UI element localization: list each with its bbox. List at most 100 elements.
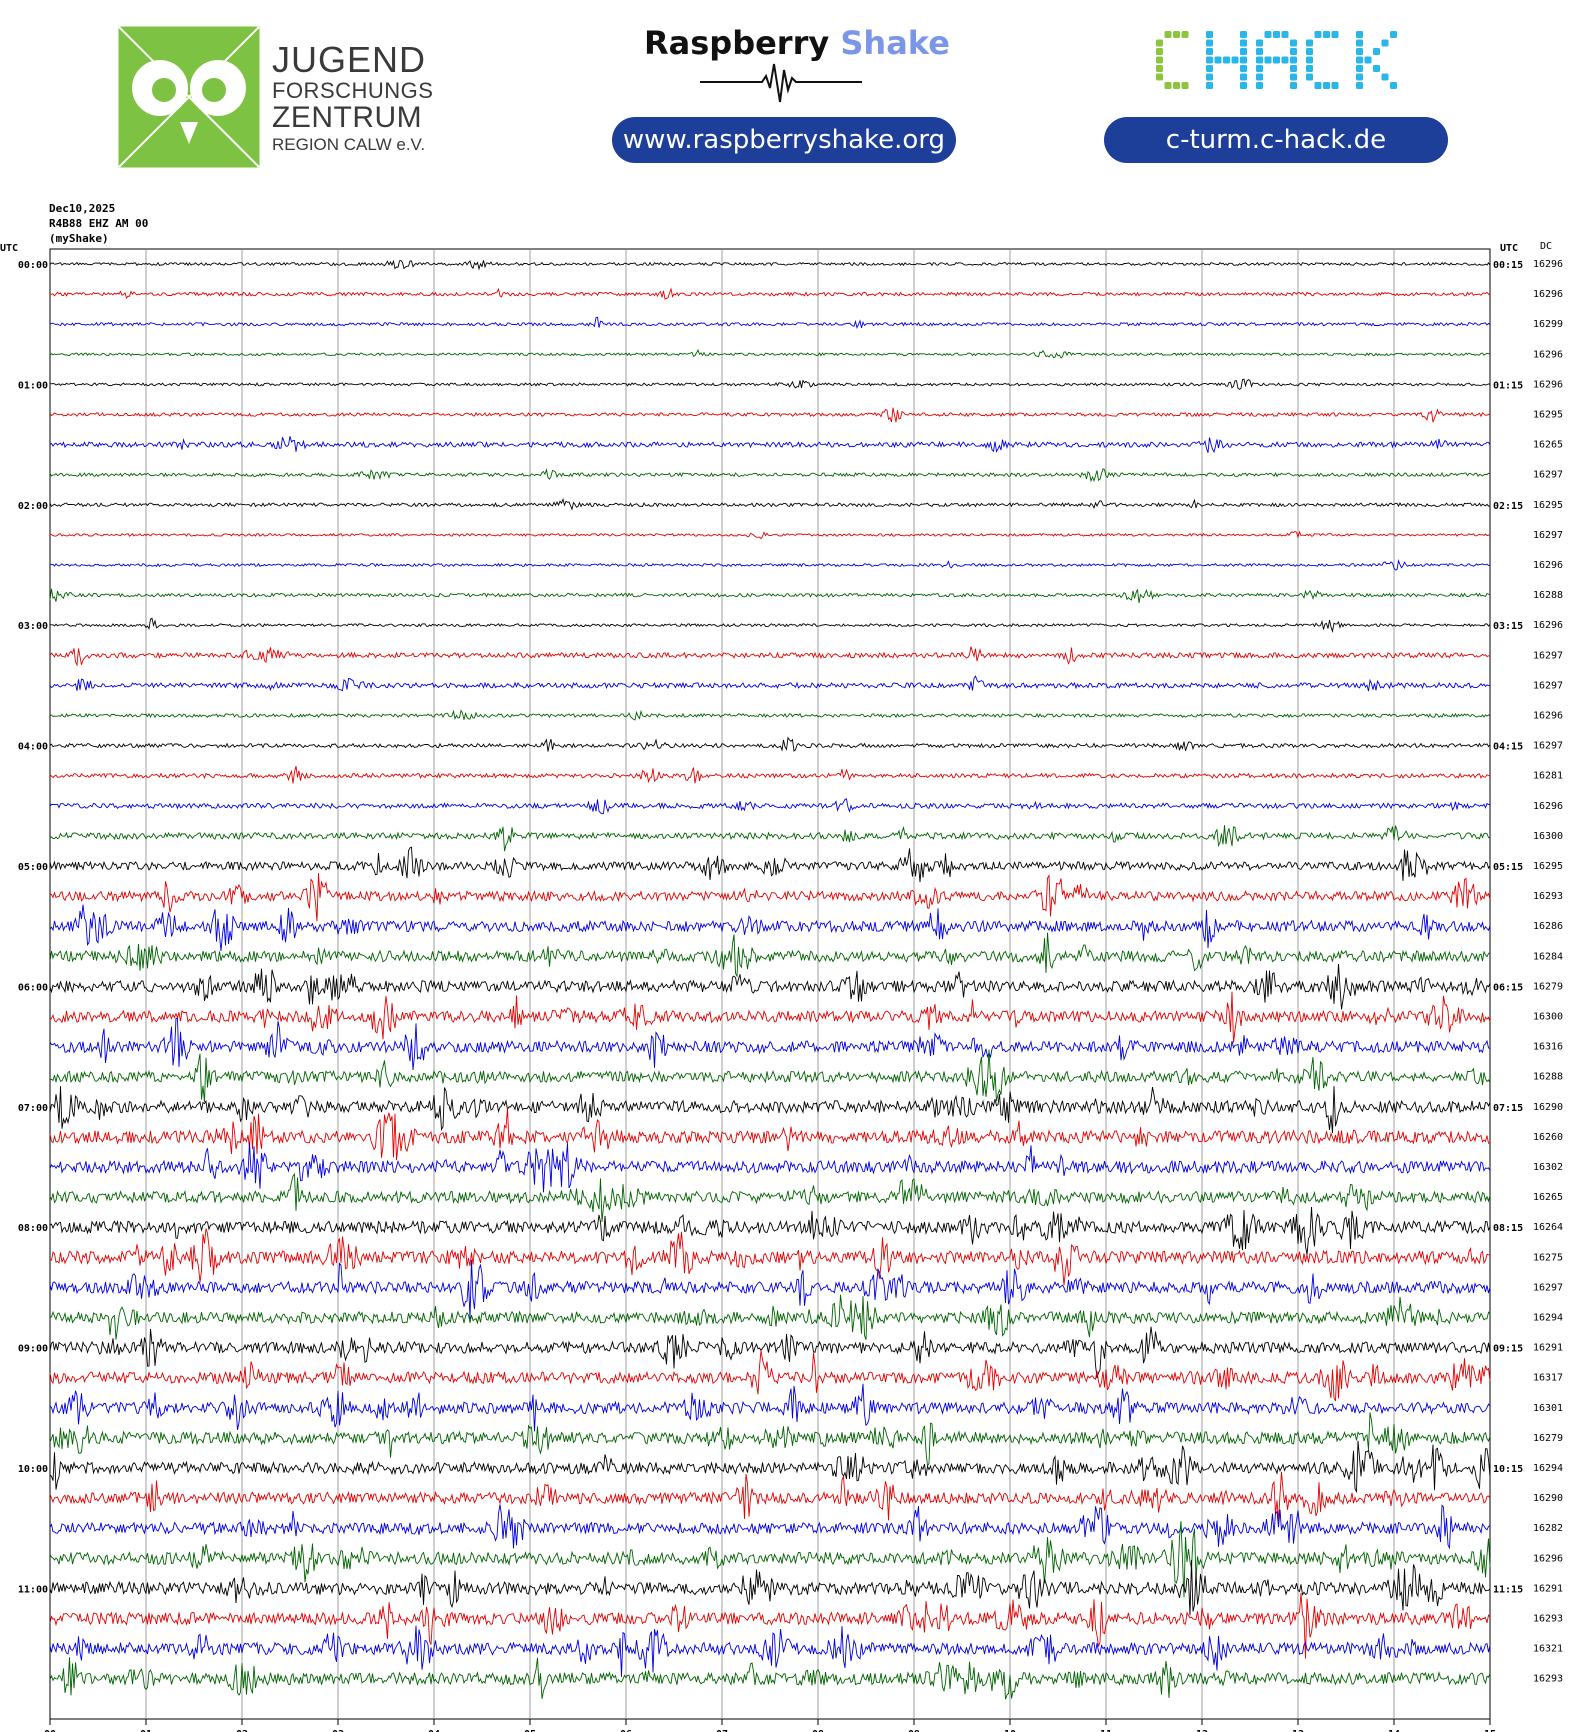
dc-offset-label: 16291 [1533,1343,1563,1354]
dc-offset-label: 16260 [1533,1132,1563,1143]
left-time-label: 05:00 [18,862,48,873]
chack-logo [1156,31,1397,89]
chack-url-link[interactable]: c-turm.c-hack.de [1104,117,1448,163]
dc-offset-label: 16300 [1533,1012,1563,1023]
jfz-line3: ZENTRUM [272,101,423,134]
dc-offset-label: 16296 [1533,560,1563,571]
x-tick-label: 15 [1484,1729,1496,1732]
trace-line-27 [49,1049,1491,1102]
chart-station: R4B88 EHZ AM 00 [49,217,149,230]
right-time-label: 07:15 [1493,1103,1523,1114]
chack-letter-a [1256,31,1297,89]
left-time-label: 08:00 [18,1223,48,1234]
trace-line-6 [49,436,1491,454]
dc-offset-label: 16290 [1533,1493,1563,1504]
trace-line-17 [49,765,1491,784]
dc-offset-label: 16284 [1533,951,1563,962]
trace-line-34 [49,1259,1491,1320]
chart-source: (myShake) [49,232,109,245]
dc-offset-label: 16264 [1533,1222,1563,1233]
x-tick-label: 06 [620,1729,632,1732]
right-time-label: 01:15 [1493,380,1523,391]
dc-offset-label: 16293 [1533,1614,1563,1625]
trace-line-22 [49,904,1491,951]
left-time-label: 02:00 [18,501,48,512]
dc-offset-label: 16286 [1533,921,1563,932]
trace-line-15 [49,709,1491,721]
trace-line-3 [49,348,1491,359]
trace-line-28 [49,1086,1491,1134]
dc-offset-label: 16297 [1533,650,1563,661]
dc-offset-label: 16297 [1533,1282,1563,1293]
x-tick-label: 11 [1100,1729,1112,1732]
trace-line-2 [49,316,1491,330]
dc-offset-label: 16296 [1533,349,1563,360]
dc-offset-label: 16281 [1533,771,1563,782]
raspberry-word: Raspberry [644,24,830,62]
trace-line-40 [49,1440,1491,1494]
trace-line-18 [49,798,1491,815]
right-time-label: 03:15 [1493,621,1523,632]
right-time-label: 09:15 [1493,1344,1523,1355]
left-time-label: 00:00 [18,260,48,271]
right-utc-label: UTC [1500,243,1518,254]
chart-date: Dec10,2025 [49,202,116,215]
x-tick-label: 00 [44,1729,56,1732]
dc-offset-label: 16279 [1533,981,1563,992]
trace-line-13 [49,646,1491,667]
dc-offset-label: 16288 [1533,590,1563,601]
header-banner: JUGEND FORSCHUNGS ZENTRUM REGION CALW e.… [0,0,1570,190]
trace-line-20 [49,846,1491,883]
trace-line-43 [49,1521,1491,1598]
right-time-label: 11:15 [1493,1584,1523,1595]
jfz-owl-logo [118,26,260,168]
left-time-label: 09:00 [18,1344,48,1355]
dc-header-label: DC [1540,241,1552,252]
dc-offset-label: 16294 [1533,1313,1563,1324]
right-time-label: 10:15 [1493,1464,1523,1475]
raspberryshake-url-link[interactable]: www.raspberryshake.org [612,117,956,163]
trace-line-39 [49,1412,1491,1468]
dc-offset-label: 16302 [1533,1162,1563,1173]
left-time-label: 07:00 [18,1103,48,1114]
trace-line-0 [49,259,1491,271]
x-tick-label: 01 [140,1729,152,1732]
left-time-label: 10:00 [18,1464,48,1475]
dc-offset-label: 16282 [1533,1523,1563,1534]
left-time-label: 04:00 [18,742,48,753]
x-tick-label: 14 [1388,1729,1400,1732]
trace-line-12 [49,617,1491,633]
dc-offset-label: 16297 [1533,470,1563,481]
jfz-line1: JUGEND [272,39,427,80]
dc-offset-label: 16297 [1533,741,1563,752]
right-time-label: 05:15 [1493,862,1523,873]
trace-line-11 [49,588,1491,603]
chack-letter-h [1206,31,1247,89]
dc-offset-label: 16293 [1533,891,1563,902]
dc-offset-label: 16297 [1533,680,1563,691]
dc-offset-label: 16316 [1533,1042,1563,1053]
dc-offset-label: 16290 [1533,1102,1563,1113]
dc-offset-label: 16265 [1533,1192,1563,1203]
trace-line-21 [49,873,1491,922]
trace-line-45 [49,1593,1491,1659]
left-utc-label: UTC [0,243,18,254]
x-tick-label: 09 [908,1729,920,1732]
trace-line-8 [49,497,1491,511]
x-tick-label: 12 [1196,1729,1208,1732]
dc-offset-label: 16275 [1533,1252,1563,1263]
trace-line-9 [49,530,1491,540]
dc-offset-label: 16279 [1533,1433,1563,1444]
trace-line-5 [49,407,1491,423]
dc-offset-label: 16300 [1533,831,1563,842]
trace-line-38 [49,1383,1491,1432]
x-tick-label: 04 [428,1729,440,1732]
x-tick-label: 07 [716,1729,728,1732]
left-time-label: 03:00 [18,621,48,632]
x-tick-label: 03 [332,1729,344,1732]
jfz-wordmark: JUGEND FORSCHUNGS ZENTRUM REGION CALW e.… [272,39,433,154]
chack-letter-c [1156,31,1189,89]
dc-offset-label: 16296 [1533,711,1563,722]
x-tick-label: 13 [1292,1729,1304,1732]
dc-offset-label: 16299 [1533,319,1563,330]
